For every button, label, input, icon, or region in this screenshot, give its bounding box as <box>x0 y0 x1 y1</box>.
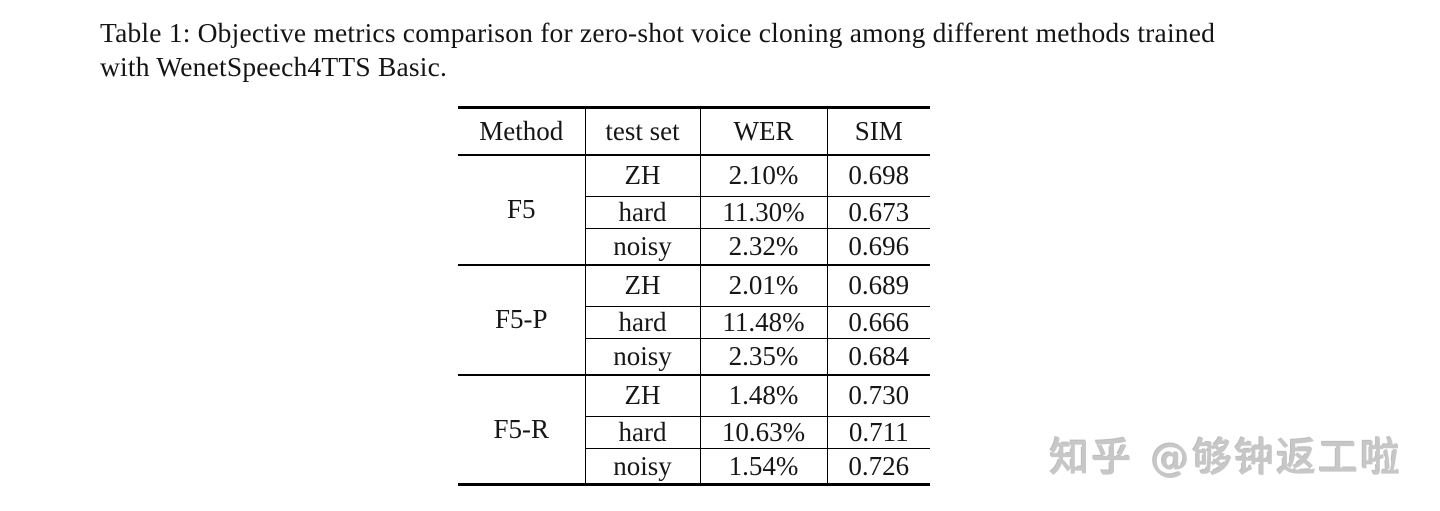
table-row: F5 ZH 2.10% 0.698 <box>458 154 930 224</box>
sim-cell: 0.673 <box>826 196 930 229</box>
group-f5: F5 ZH 2.10% 0.698 hard 11.30% 0.673 nois… <box>458 154 930 265</box>
table-row: noisy 2.35% 0.684 <box>458 338 930 375</box>
wer-cell: 1.54% <box>699 448 827 485</box>
header-wer: WER <box>699 107 827 156</box>
header-test-set: test set <box>584 107 700 156</box>
wer-cell: 1.48% <box>699 374 827 417</box>
sim-cell: 0.689 <box>826 264 930 307</box>
testset-cell: noisy <box>584 448 700 485</box>
wer-cell: 2.10% <box>699 154 827 197</box>
wer-cell: 11.30% <box>699 196 827 229</box>
header-sim: SIM <box>826 107 930 156</box>
wer-cell: 2.35% <box>699 338 827 375</box>
wer-cell: 2.32% <box>699 228 827 265</box>
caption-line-2: with WenetSpeech4TTS Basic. <box>100 51 448 82</box>
wer-cell: 11.48% <box>699 306 827 339</box>
sim-cell: 0.666 <box>826 306 930 339</box>
testset-cell: ZH <box>584 264 700 307</box>
group-f5-r: F5-R ZH 1.48% 0.730 hard 10.63% 0.711 no… <box>458 374 930 485</box>
sim-cell: 0.711 <box>826 416 930 449</box>
table-row: hard 11.48% 0.666 <box>458 306 930 339</box>
sim-cell: 0.726 <box>826 448 930 485</box>
header-row: Method test set WER SIM <box>458 107 930 156</box>
testset-cell: ZH <box>584 374 700 417</box>
sim-cell: 0.698 <box>826 154 930 197</box>
metrics-table: Method test set WER SIM F5 ZH 2.10% 0.69… <box>458 106 930 486</box>
table-row: F5-P ZH 2.01% 0.689 <box>458 264 930 334</box>
zhihu-watermark: 知乎 @够钟返工啦 <box>1050 436 1403 481</box>
testset-cell: noisy <box>584 338 700 375</box>
testset-cell: noisy <box>584 228 700 265</box>
table-row: noisy 2.32% 0.696 <box>458 228 930 265</box>
testset-cell: ZH <box>584 154 700 197</box>
group-f5-p: F5-P ZH 2.01% 0.689 hard 11.48% 0.666 no… <box>458 264 930 375</box>
table-row: hard 10.63% 0.711 <box>458 416 930 449</box>
caption-line-1: Table 1: Objective metrics comparison fo… <box>100 17 1216 48</box>
table-row: F5-R ZH 1.48% 0.730 <box>458 374 930 444</box>
table-row: noisy 1.54% 0.726 <box>458 448 930 485</box>
sim-cell: 0.684 <box>826 338 930 375</box>
testset-cell: hard <box>584 196 700 229</box>
sim-cell: 0.730 <box>826 374 930 417</box>
method-cell: F5-P <box>494 304 548 334</box>
sim-cell: 0.696 <box>826 228 930 265</box>
method-cell: F5 <box>506 194 536 224</box>
table-row: hard 11.30% 0.673 <box>458 196 930 229</box>
testset-cell: hard <box>584 306 700 339</box>
table-caption: Table 1: Objective metrics comparison fo… <box>100 16 1215 84</box>
wer-cell: 2.01% <box>699 264 827 307</box>
testset-cell: hard <box>584 416 700 449</box>
wer-cell: 10.63% <box>699 416 827 449</box>
method-cell: F5-R <box>493 413 550 444</box>
header-method: Method <box>458 107 585 156</box>
